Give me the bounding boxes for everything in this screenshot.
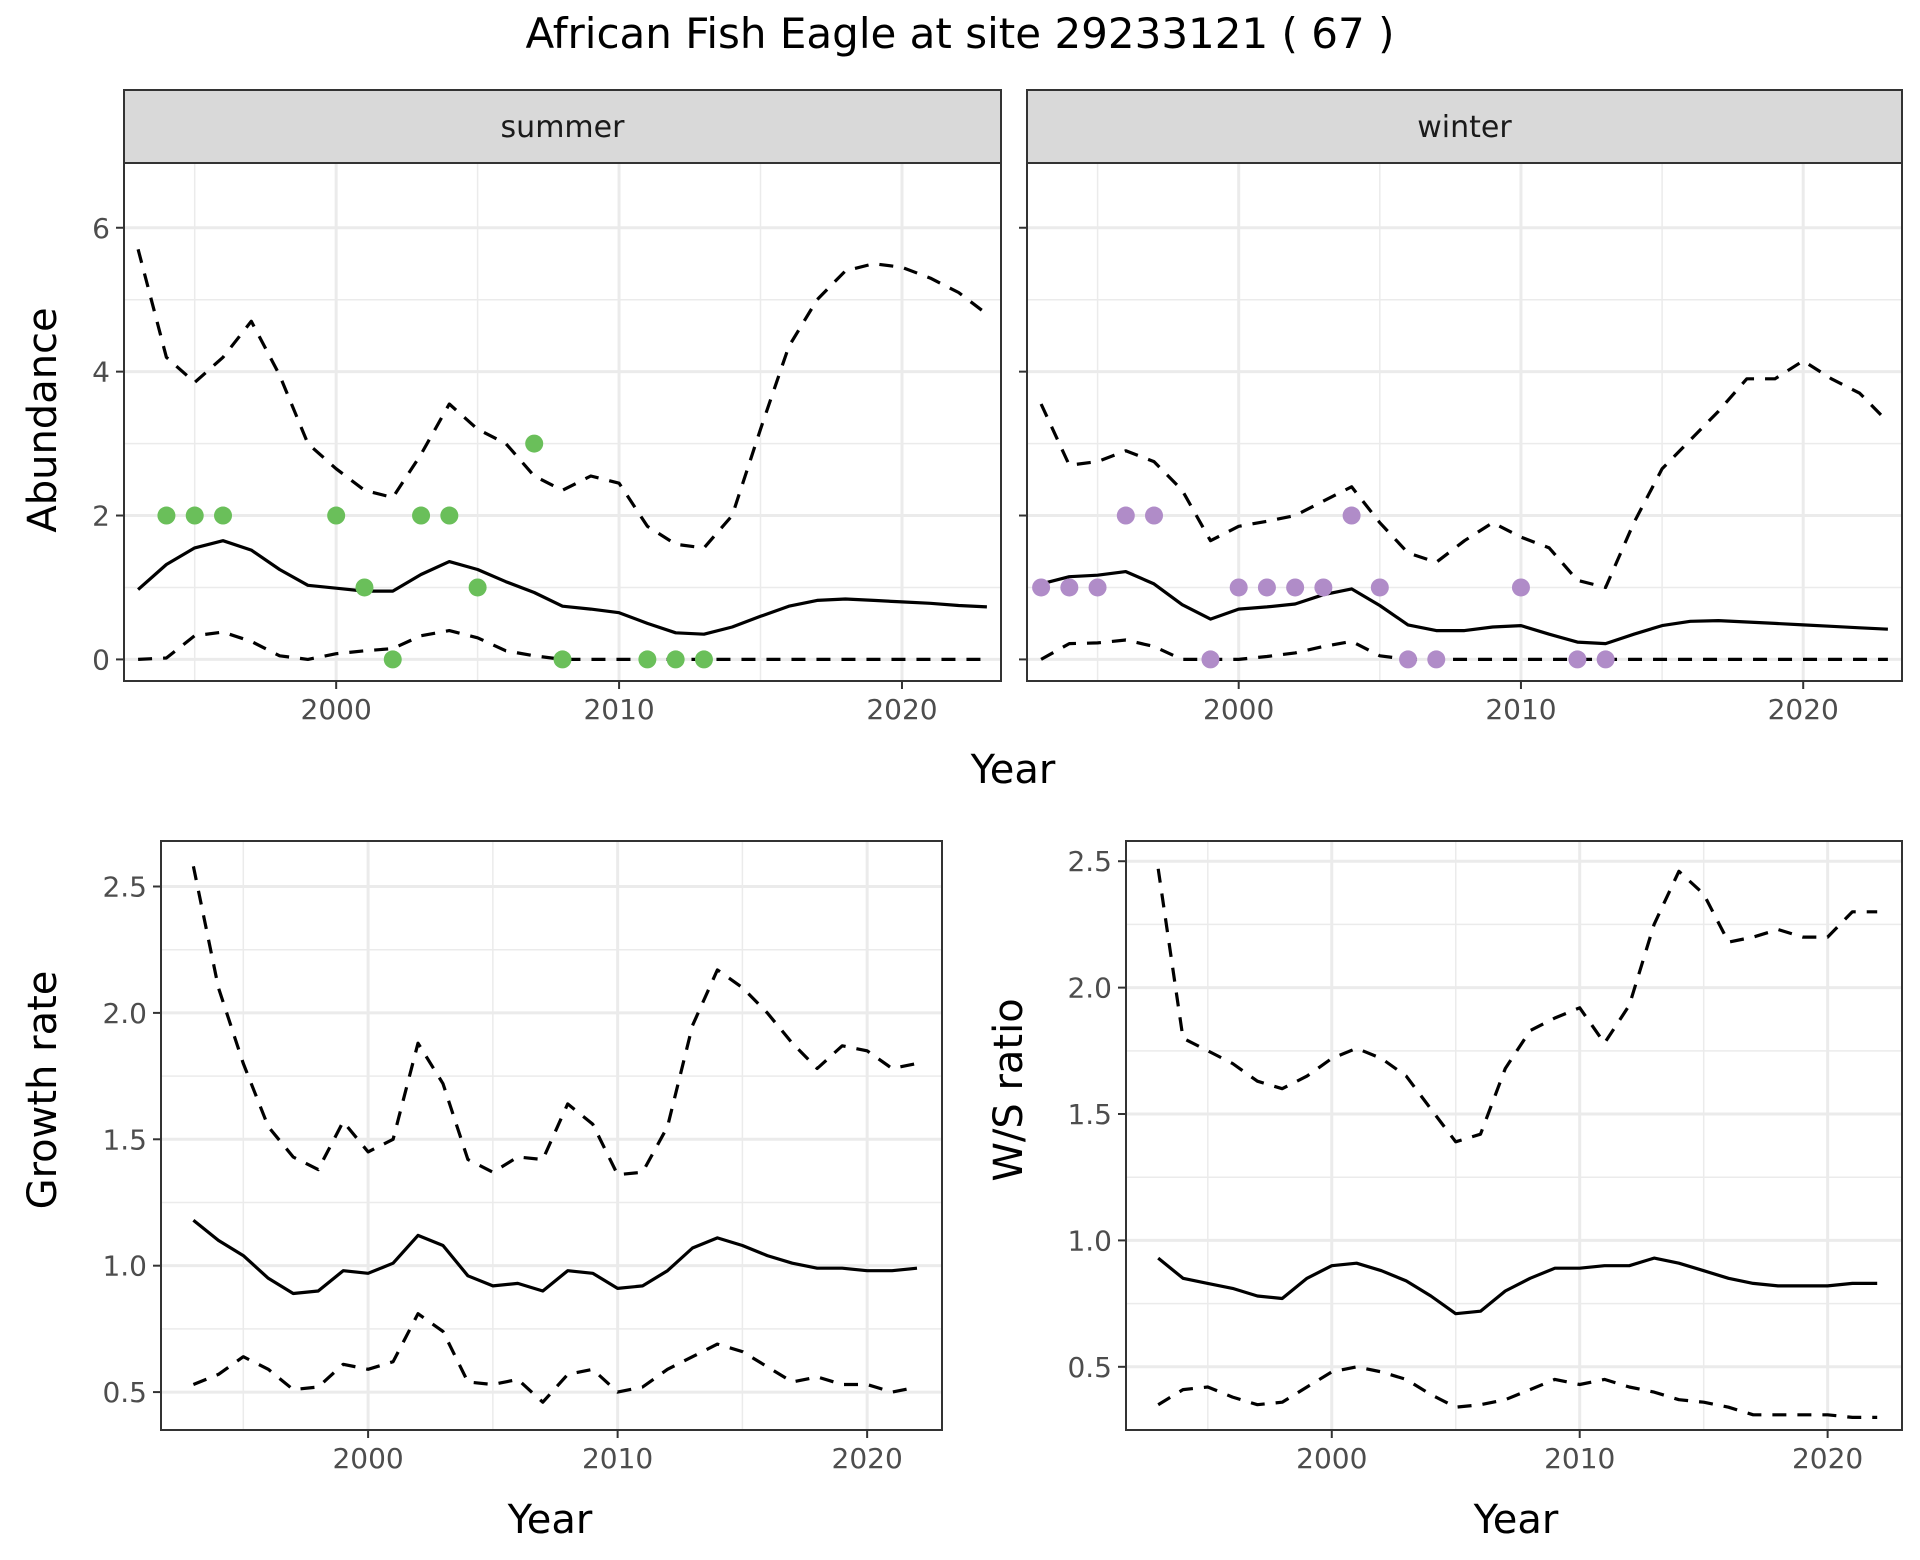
growth-rate-x-axis-title: Year: [507, 1497, 593, 1543]
abundance-winter-data-point: [1060, 578, 1079, 597]
ws-ratio-mean-line: [1157, 1256, 1878, 1316]
abundance-summer-data-point: [694, 650, 713, 669]
abundance-winter-data-point: [1116, 506, 1135, 525]
abundance-winter-mean-line: [1040, 570, 1888, 646]
abundance-winter-data-point: [1596, 650, 1615, 669]
abundance-summer-data-point: [468, 578, 487, 597]
growth-rate-x-tick-label: 2000: [332, 1442, 403, 1475]
ws-ratio-y-tick-label: 1.5: [1067, 1098, 1112, 1131]
abundance-summer-data-point: [440, 506, 459, 525]
ws-ratio-upper-line: [1156, 868, 1878, 1144]
abundance-summer-data-point: [638, 650, 657, 669]
abundance-winter-data-point: [1145, 506, 1164, 525]
growth-rate-y-axis-title: Growth rate: [20, 971, 66, 1210]
abundance-summer-y-tick-label: 0: [92, 643, 110, 676]
abundance-summer-x-tick-label: 2010: [583, 693, 654, 726]
ws-ratio-panel-border: [1125, 840, 1903, 1431]
abundance-y-axis-title: Abundance: [20, 307, 66, 532]
growth-rate-y-tick-label: 2.0: [102, 997, 147, 1030]
ws-ratio-lower-line: [1157, 1365, 1878, 1419]
abundance-summer-x-tick-label: 2000: [301, 693, 372, 726]
abundance-summer-data-point: [525, 434, 544, 453]
growth-rate-upper-line: [191, 865, 918, 1177]
abundance-winter-data-point: [1229, 578, 1248, 597]
abundance-summer-data-point: [327, 506, 346, 525]
abundance-summer-data-point: [157, 506, 176, 525]
abundance-summer-data-point: [412, 506, 431, 525]
abundance-winter-data-point: [1568, 650, 1587, 669]
ws-ratio-x-tick-label: 2020: [1792, 1442, 1863, 1475]
abundance-summer-mean-line: [137, 539, 987, 636]
abundance-winter-data-point: [1257, 578, 1276, 597]
abundance-winter-data-point: [1032, 578, 1051, 597]
growth-rate-panel-border: [160, 840, 943, 1431]
abundance-winter-data-point: [1088, 578, 1107, 597]
abundance-summer-y-tick-label: 6: [92, 212, 110, 245]
abundance-summer-data-point: [383, 650, 402, 669]
ws-ratio-y-tick-label: 0.5: [1067, 1351, 1112, 1384]
growth-rate-lower-line: [192, 1312, 918, 1404]
abundance-summer-data-point: [185, 506, 204, 525]
growth-rate-y-tick-label: 0.5: [102, 1376, 147, 1409]
growth-rate-mean-line: [192, 1218, 918, 1296]
ws-ratio-y-axis-title: W/S ratio: [986, 998, 1032, 1181]
ws-ratio-y-tick-label: 2.5: [1067, 845, 1112, 878]
abundance-x-axis-title: Year: [970, 747, 1056, 793]
abundance-winter-lower-line: [1040, 638, 1888, 661]
abundance-summer-data-point: [214, 506, 233, 525]
ws-ratio-x-tick-label: 2000: [1296, 1442, 1367, 1475]
ws-ratio-x-tick-label: 2010: [1544, 1442, 1615, 1475]
abundance-winter-data-point: [1427, 650, 1446, 669]
growth-rate-y-tick-label: 2.5: [102, 871, 147, 904]
abundance-winter-upper-line: [1039, 359, 1890, 590]
growth-rate-x-tick-label: 2010: [582, 1442, 653, 1475]
ws-ratio-panel: 2000 2010 2020 0.5 1.0 1.5 2.0 2.5: [1067, 840, 1903, 1475]
abundance-summer-y-tick-label: 4: [92, 356, 110, 389]
abundance-winter-data-point: [1314, 578, 1333, 597]
ws-ratio-y-tick-label: 1.0: [1067, 1224, 1112, 1257]
summer-strip-label: summer: [501, 110, 626, 145]
ws-ratio-x-axis-title: Year: [1473, 1497, 1559, 1543]
abundance-winter-data-point: [1201, 650, 1220, 669]
abundance-winter-panel-border: [1026, 162, 1903, 682]
ws-ratio-y-tick-label: 2.0: [1067, 972, 1112, 1005]
growth-rate-x-tick-label: 2020: [832, 1442, 903, 1475]
abundance-summer-upper-line: [136, 248, 988, 550]
abundance-winter-data-point: [1286, 578, 1305, 597]
growth-rate-panel: 2000 2010 2020 0.5 1.0 1.5 2.0 2.5: [102, 840, 943, 1475]
summer-panel: summer 2000 2010 2020 0 2 4 6: [92, 89, 1002, 726]
abundance-winter-data-point: [1511, 578, 1530, 597]
abundance-winter-x-tick-label: 2000: [1203, 693, 1274, 726]
growth-rate-y-tick-label: 1.0: [102, 1250, 147, 1283]
growth-rate-y-tick-label: 1.5: [102, 1123, 147, 1156]
abundance-summer-data-point: [553, 650, 572, 669]
winter-strip-label: winter: [1417, 110, 1512, 145]
abundance-winter-data-point: [1342, 506, 1361, 525]
abundance-summer-data-point: [666, 650, 685, 669]
abundance-summer-panel-border: [123, 162, 1002, 682]
abundance-winter-data-point: [1370, 578, 1389, 597]
abundance-summer-lower-line: [138, 629, 987, 661]
figure-title: African Fish Eagle at site 29233121 ( 67…: [526, 9, 1395, 58]
abundance-winter-x-tick-label: 2010: [1485, 693, 1556, 726]
abundance-summer-data-point: [355, 578, 374, 597]
ws-ratio-chart: 2000 2010 2020 0.5 1.0 1.5 2.0 2.5 W/S ratio Ye…: [986, 840, 1903, 1543]
winter-panel: winter 2000 2010 2020: [1019, 89, 1903, 726]
abundance-summer-y-tick-label: 2: [92, 500, 110, 533]
abundance-summer-x-tick-label: 2020: [866, 693, 937, 726]
abundance-winter-data-point: [1399, 650, 1418, 669]
abundance-chart: summer 2000 2010 2020 0 2 4 6 winter 2000 2010 202…: [20, 89, 1903, 793]
abundance-winter-x-tick-label: 2020: [1768, 693, 1839, 726]
summer-strip: [123, 89, 1002, 164]
